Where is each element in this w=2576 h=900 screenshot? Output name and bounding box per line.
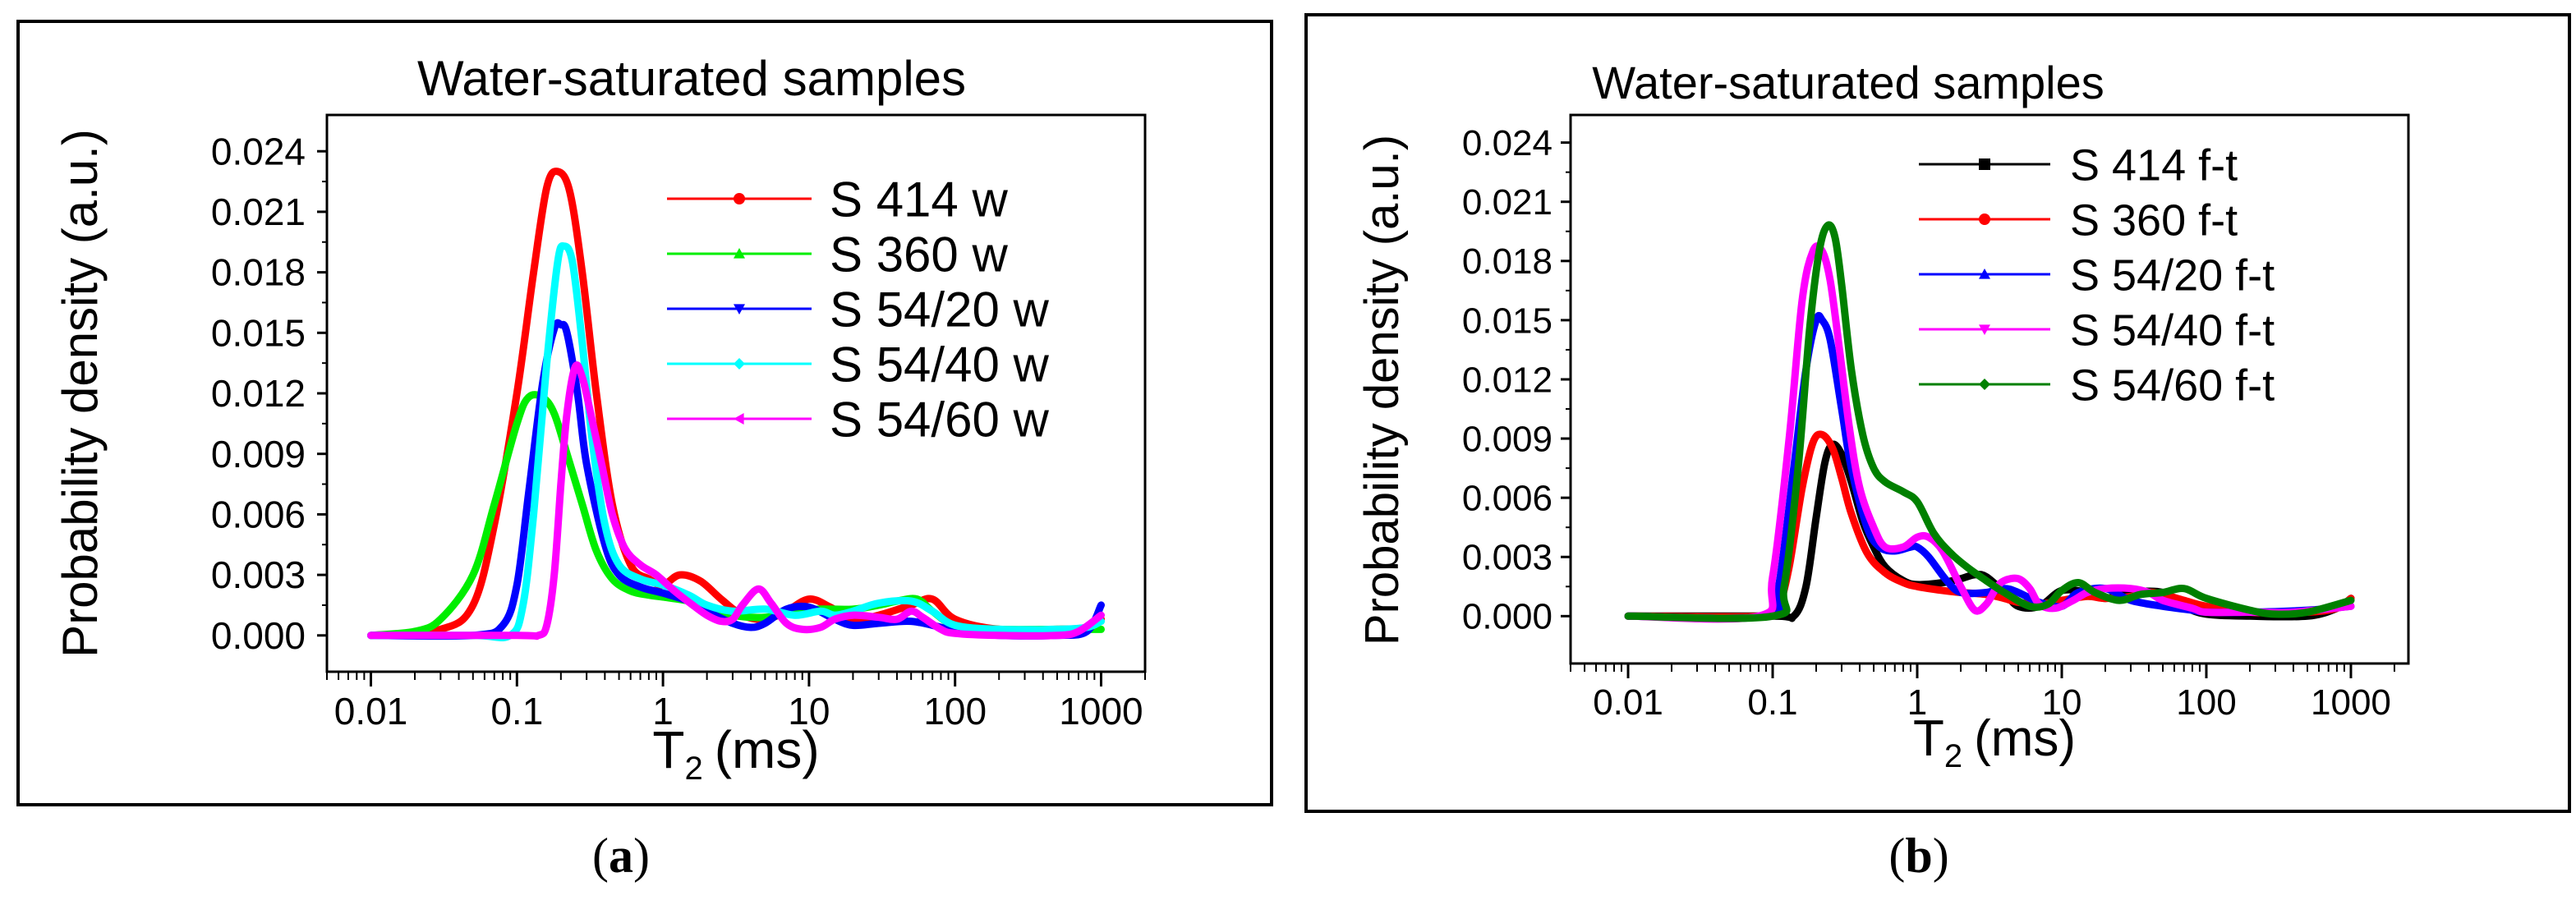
panel-b-x-label-unit: (ms) bbox=[1974, 710, 2076, 767]
panel-b-legend-marker-1 bbox=[1979, 158, 1990, 170]
panel-a-legend-label-4: S 54/40 w bbox=[830, 338, 1050, 393]
panel-b-y-tick-label: 0.021 bbox=[1462, 182, 1552, 223]
panel-b-legend-label-4: S 54/40 f-t bbox=[2070, 305, 2275, 355]
panel-a-y-ticks: 0.000 0.003 0.006 0.009 0.012 0.015 0.018 0.021… bbox=[211, 130, 327, 657]
panel-a-x-tick-label: 0.01 bbox=[334, 690, 408, 732]
panel-b-series-line-5 bbox=[1624, 221, 2355, 622]
panel-b-legend-marker-4 bbox=[1979, 324, 1990, 335]
panel-a: Water-saturated samples Probability dens… bbox=[16, 20, 1273, 806]
panel-b-y-tick-label: 0.009 bbox=[1462, 419, 1552, 459]
panel-b-y-tick-label: 0.018 bbox=[1462, 241, 1552, 282]
panel-a-x-label-unit: (ms) bbox=[715, 720, 820, 779]
panel-b-y-tick-label: 0.012 bbox=[1462, 360, 1552, 400]
panel-b-y-tick-label: 0.024 bbox=[1462, 123, 1552, 163]
panel-a-y-axis-label: Probability density (a.u.) bbox=[53, 129, 108, 658]
panel-a-series-line-5 bbox=[367, 361, 1105, 641]
panel-a-caption-letter: a bbox=[609, 829, 633, 883]
panel-a-legend-label-1: S 414 w bbox=[830, 172, 1008, 227]
panel-a-x-label-symbol: T bbox=[652, 720, 684, 779]
panel-a-x-tick-label: 1000 bbox=[1059, 690, 1143, 732]
panel-b-x-tick-label: 0.1 bbox=[1747, 682, 1797, 723]
panel-b-legend-label-1: S 414 f-t bbox=[2070, 140, 2238, 190]
panel-a-y-tick-label: 0.024 bbox=[211, 130, 306, 172]
panel-b-plot-frame bbox=[1569, 113, 2410, 665]
panel-a-y-tick-label: 0.015 bbox=[211, 311, 306, 354]
panel-b-border bbox=[1304, 13, 2571, 813]
panel-b-x-tick-label: 0.01 bbox=[1593, 682, 1663, 723]
panel-a-legend-marker-1 bbox=[734, 193, 745, 204]
panel-b-y-tick-label: 0.003 bbox=[1462, 538, 1552, 578]
panel-b: Water-saturated samples Probability dens… bbox=[1304, 13, 2571, 813]
panel-a-legend-label-2: S 360 w bbox=[830, 227, 1008, 282]
panel-a-x-tick-label: 1 bbox=[652, 690, 674, 732]
panel-b-legend-marker-3 bbox=[1979, 269, 1990, 279]
panel-a-legend-marker-4 bbox=[734, 358, 745, 370]
panel-b-x-label-subscript: 2 bbox=[1944, 738, 1962, 774]
panel-a-legend-marker-5 bbox=[734, 413, 744, 425]
panel-b-y-axis-label: Probability density (a.u.) bbox=[1355, 135, 1409, 645]
panel-a-y-tick-label: 0.003 bbox=[211, 553, 306, 596]
panel-a-border bbox=[16, 20, 1273, 806]
panel-a-legend-marker-2 bbox=[734, 248, 745, 259]
panel-a-x-label-subscript: 2 bbox=[684, 751, 702, 787]
panel-a-title: Water-saturated samples bbox=[417, 51, 966, 106]
panel-b-x-tick-label: 1000 bbox=[2311, 682, 2391, 723]
panel-a-y-tick-label: 0.012 bbox=[211, 372, 306, 415]
panel-b-legend: S 414 f-tS 360 f-tS 54/20 f-tS 54/40 f-t… bbox=[1919, 140, 2275, 410]
panel-b-legend-marker-5 bbox=[1979, 379, 1990, 390]
panel-b-caption: (b) bbox=[1888, 829, 1948, 883]
panel-a-legend: S 414 wS 360 wS 54/20 wS 54/40 wS 54/60 … bbox=[667, 172, 1050, 448]
panel-a-legend-marker-3 bbox=[734, 304, 745, 315]
panel-a-x-tick-label: 0.1 bbox=[490, 690, 543, 732]
panel-b-caption-letter: b bbox=[1905, 829, 1932, 883]
panel-b-legend-label-5: S 54/60 f-t bbox=[2070, 360, 2275, 410]
panel-b-y-tick-label: 0.006 bbox=[1462, 479, 1552, 519]
panel-a-series-line-4 bbox=[367, 241, 1105, 641]
panel-a-legend-label-3: S 54/20 w bbox=[830, 282, 1050, 338]
panel-b-x-axis-label: T2 (ms) bbox=[1913, 710, 2076, 774]
panel-a-y-tick-label: 0.009 bbox=[211, 433, 306, 475]
panel-b-legend-marker-2 bbox=[1979, 214, 1990, 225]
panel-a-y-tick-label: 0.006 bbox=[211, 493, 306, 535]
panel-b-x-ticks: 0.01 0.1 1 10 100 1000 bbox=[1570, 664, 2395, 723]
panel-b-y-tick-label: 0.015 bbox=[1462, 301, 1552, 341]
panel-b-series bbox=[1624, 221, 2355, 623]
panel-a-x-ticks: 0.01 0.1 1 10 100 1000 bbox=[326, 672, 1146, 732]
panel-a-y-tick-label: 0.018 bbox=[211, 251, 306, 294]
panel-b-legend-label-2: S 360 f-t bbox=[2070, 195, 2238, 245]
panel-b-x-tick-label: 10 bbox=[2042, 682, 2082, 723]
panel-b-series-line-4 bbox=[1624, 242, 2355, 623]
panel-b-legend-label-3: S 54/20 f-t bbox=[2070, 250, 2275, 300]
panel-a-legend-label-5: S 54/60 w bbox=[830, 393, 1050, 448]
panel-b-x-tick-label: 1 bbox=[1907, 682, 1927, 723]
panel-b-x-tick-label: 100 bbox=[2176, 682, 2236, 723]
panel-a-caption: (a) bbox=[592, 829, 650, 883]
panel-b-title: Water-saturated samples bbox=[1592, 57, 2104, 108]
panel-a-series bbox=[367, 168, 1105, 641]
panel-a-x-axis-label: T2 (ms) bbox=[652, 720, 819, 787]
panel-a-x-tick-label: 10 bbox=[788, 690, 830, 732]
panel-b-x-label-symbol: T bbox=[1913, 710, 1944, 767]
panel-b-y-tick-label: 0.000 bbox=[1462, 597, 1552, 637]
panel-a-x-tick-label: 100 bbox=[923, 690, 987, 732]
panel-b-y-ticks: 0.000 0.003 0.006 0.009 0.012 0.015 0.018 0.021… bbox=[1462, 123, 1571, 637]
panel-a-y-tick-label: 0.000 bbox=[211, 614, 306, 657]
panel-a-y-tick-label: 0.021 bbox=[211, 191, 306, 233]
